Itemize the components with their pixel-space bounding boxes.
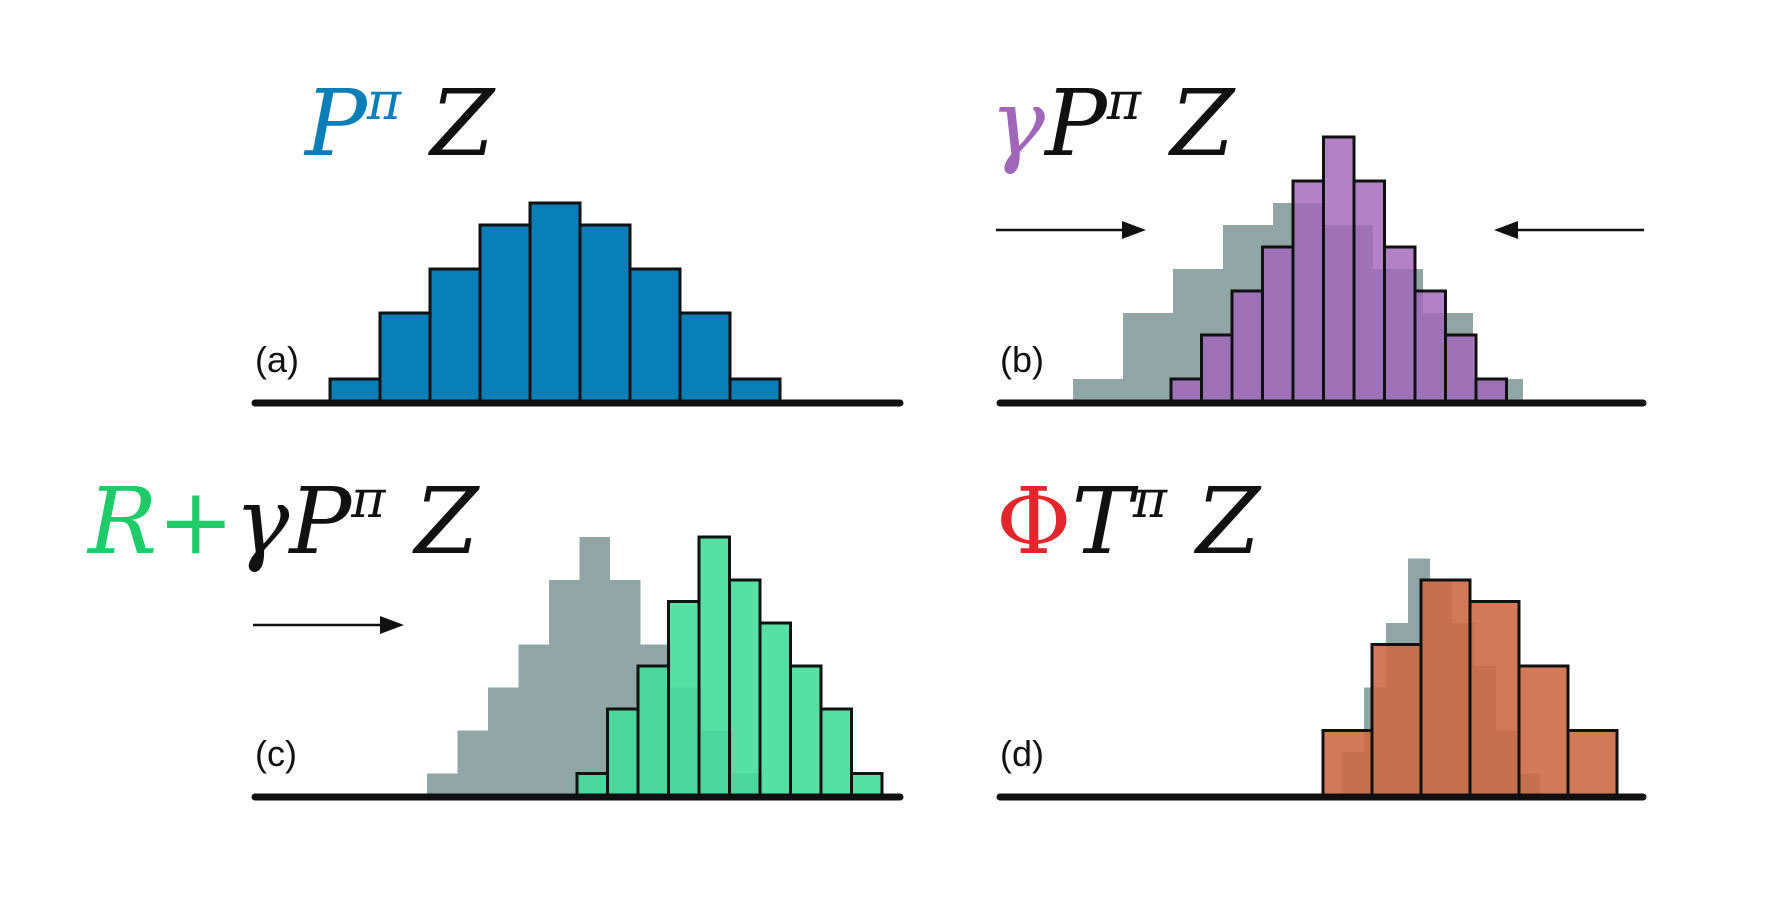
formula-c-term-3: π bbox=[350, 470, 386, 530]
shift-arrow-right bbox=[253, 616, 404, 634]
panel-c-formula: R+γPπ Z bbox=[86, 468, 481, 575]
panel-d: (d) ΦTπ Z bbox=[996, 468, 1647, 801]
bar-b-9 bbox=[1444, 333, 1478, 403]
panel-d-histogram bbox=[1321, 578, 1619, 797]
bar-c-6 bbox=[758, 621, 792, 797]
formula-a-term-2: Z bbox=[401, 70, 496, 177]
ghost-b-1 bbox=[1123, 313, 1173, 401]
bar-d-2 bbox=[1419, 578, 1472, 797]
panel-c: (c) R+γPπ Z bbox=[86, 468, 904, 801]
panel-a-label: (a) bbox=[255, 339, 299, 380]
bar-a-8 bbox=[728, 377, 782, 403]
ghost-c-5 bbox=[579, 537, 610, 795]
bar-a-4 bbox=[528, 201, 582, 403]
panel-c-label: (c) bbox=[255, 733, 297, 774]
bar-c-9 bbox=[850, 772, 884, 797]
bar-b-4 bbox=[1291, 179, 1325, 403]
bar-c-0 bbox=[575, 772, 609, 797]
bar-d-3 bbox=[1468, 600, 1521, 797]
bar-c-3 bbox=[667, 600, 701, 797]
bar-c-4 bbox=[697, 535, 731, 797]
panel-d-label: (d) bbox=[1000, 733, 1044, 774]
bar-b-5 bbox=[1322, 135, 1356, 403]
bar-b-1 bbox=[1200, 333, 1234, 403]
formula-b-term-3: Z bbox=[1141, 70, 1236, 177]
ghost-b-0 bbox=[1073, 379, 1123, 401]
bar-c-7 bbox=[789, 664, 823, 797]
bar-d-0 bbox=[1321, 729, 1374, 797]
panel-a: Pπ Z (a) bbox=[251, 70, 904, 407]
bar-a-1 bbox=[378, 311, 432, 403]
bar-c-8 bbox=[819, 707, 853, 797]
formula-d-term-3: Z bbox=[1167, 468, 1262, 575]
bar-b-6 bbox=[1352, 179, 1386, 403]
panel-a-histogram bbox=[328, 201, 782, 403]
bar-c-2 bbox=[636, 664, 670, 797]
ghost-c-0 bbox=[427, 773, 458, 795]
formula-d-term-2: π bbox=[1132, 470, 1168, 530]
formula-d-term-1: T bbox=[1071, 468, 1138, 575]
bar-b-8 bbox=[1413, 289, 1447, 403]
bar-a-5 bbox=[578, 223, 632, 403]
formula-c-term-4: Z bbox=[385, 468, 480, 575]
formula-d-term-0: Φ bbox=[996, 468, 1071, 575]
bar-c-5 bbox=[728, 578, 762, 797]
formula-c-term-0: R+ bbox=[86, 468, 234, 575]
panel-d-formula: ΦTπ Z bbox=[996, 468, 1262, 575]
panel-b-formula: γPπ Z bbox=[990, 70, 1236, 177]
formula-b-term-2: π bbox=[1106, 72, 1142, 132]
panel-b-label: (b) bbox=[1000, 339, 1044, 380]
bar-b-0 bbox=[1169, 377, 1203, 403]
panel-b: (b) γPπ Z bbox=[990, 70, 1647, 407]
panel-b-histogram bbox=[1169, 135, 1508, 403]
bar-a-6 bbox=[628, 267, 682, 403]
bar-a-0 bbox=[328, 377, 382, 403]
contract-arrow-right bbox=[996, 221, 1146, 239]
panel-a-formula: Pπ Z bbox=[303, 70, 496, 177]
bar-b-3 bbox=[1261, 245, 1295, 403]
bar-a-7 bbox=[678, 311, 732, 403]
formula-a-term-1: π bbox=[366, 72, 402, 132]
ghost-c-3 bbox=[518, 644, 549, 795]
ghost-c-2 bbox=[488, 687, 519, 795]
formula-a-term-0: P bbox=[303, 70, 369, 177]
bar-b-7 bbox=[1383, 245, 1417, 403]
bar-a-2 bbox=[428, 267, 482, 403]
bar-c-1 bbox=[606, 707, 640, 797]
formula-b-term-1: P bbox=[1043, 70, 1109, 177]
bar-b-10 bbox=[1474, 377, 1508, 403]
contract-arrow-left bbox=[1494, 221, 1644, 239]
bar-d-4 bbox=[1517, 664, 1570, 797]
formula-c-term-2: P bbox=[287, 468, 353, 575]
ghost-c-1 bbox=[457, 730, 488, 795]
bar-a-3 bbox=[478, 223, 532, 403]
formula-c-term-1: γ bbox=[234, 468, 290, 575]
bar-d-5 bbox=[1566, 729, 1619, 797]
formula-b-term-0: γ bbox=[990, 70, 1046, 177]
bar-d-1 bbox=[1370, 643, 1423, 797]
bar-b-2 bbox=[1230, 289, 1264, 403]
ghost-c-4 bbox=[549, 580, 580, 795]
